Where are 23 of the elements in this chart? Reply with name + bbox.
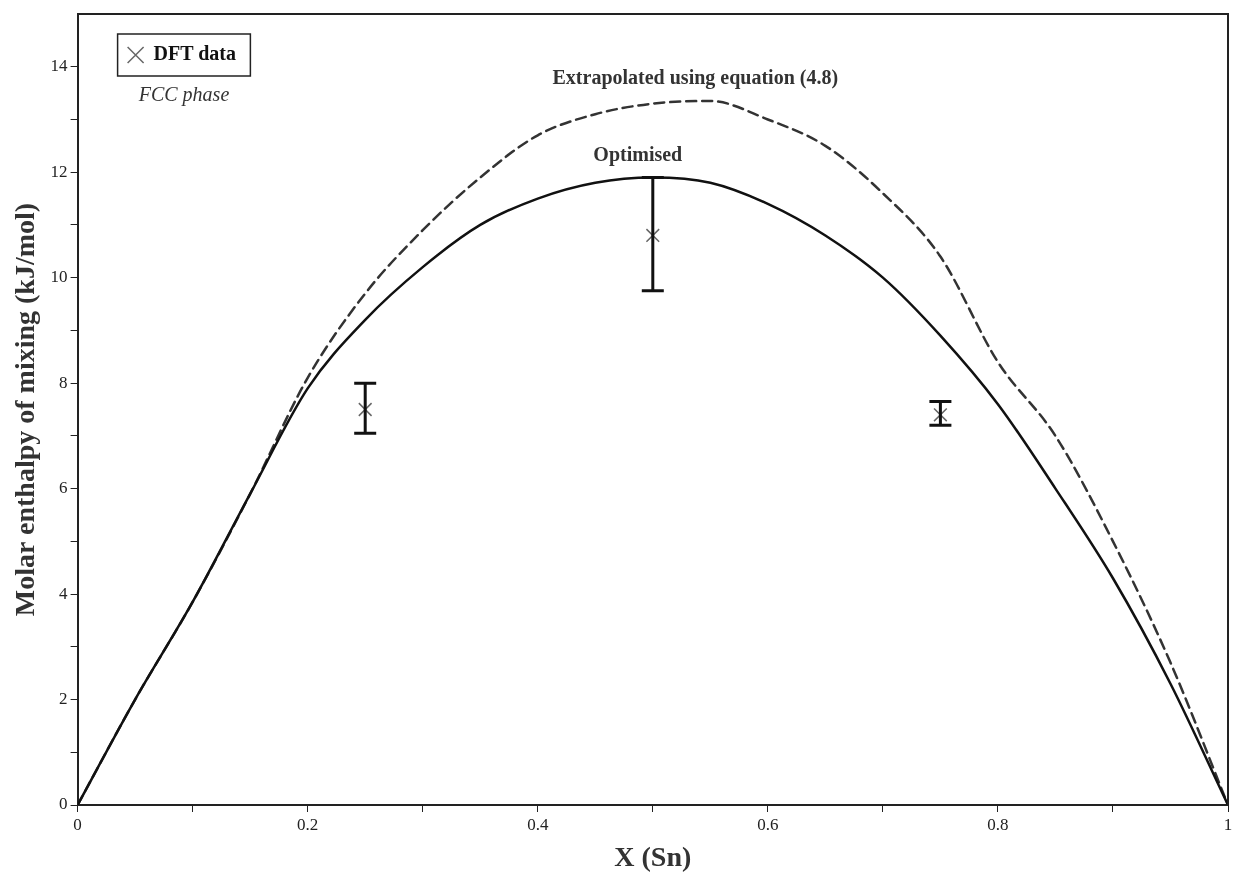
y-tick-label: 0 [59, 794, 68, 814]
x-tick-label: 0.8 [987, 814, 1009, 834]
point [645, 228, 660, 243]
point [933, 407, 948, 422]
x-tick-label: 0 [73, 814, 82, 834]
x-tick-label: 1 [1223, 814, 1233, 834]
y-tick-label: 2 [59, 689, 68, 708]
y-tick-label: 10 [50, 267, 68, 287]
x-tick-label: 0.4 [527, 814, 549, 834]
y-tick-label: 6 [59, 478, 68, 498]
y-tick-label: 4 [59, 583, 69, 603]
series-label: Optimised [593, 142, 683, 166]
legend-label: DFT data [153, 42, 237, 65]
y-axis-title: Molar enthalpy of mixing (kJ/mol) [9, 202, 41, 617]
y-tick-label: 12 [50, 161, 68, 181]
annotation: FCC phase [137, 83, 230, 107]
x-tick-label: 0.2 [297, 814, 319, 834]
y-tick-label: 14 [50, 56, 69, 76]
x-tick-label: 0.6 [757, 814, 779, 834]
series-label: Extrapolated using equation (4.8) [552, 66, 839, 90]
point [358, 402, 373, 417]
x-axis-title: X (Sn) [614, 841, 692, 873]
y-tick-label: 8 [59, 372, 68, 392]
